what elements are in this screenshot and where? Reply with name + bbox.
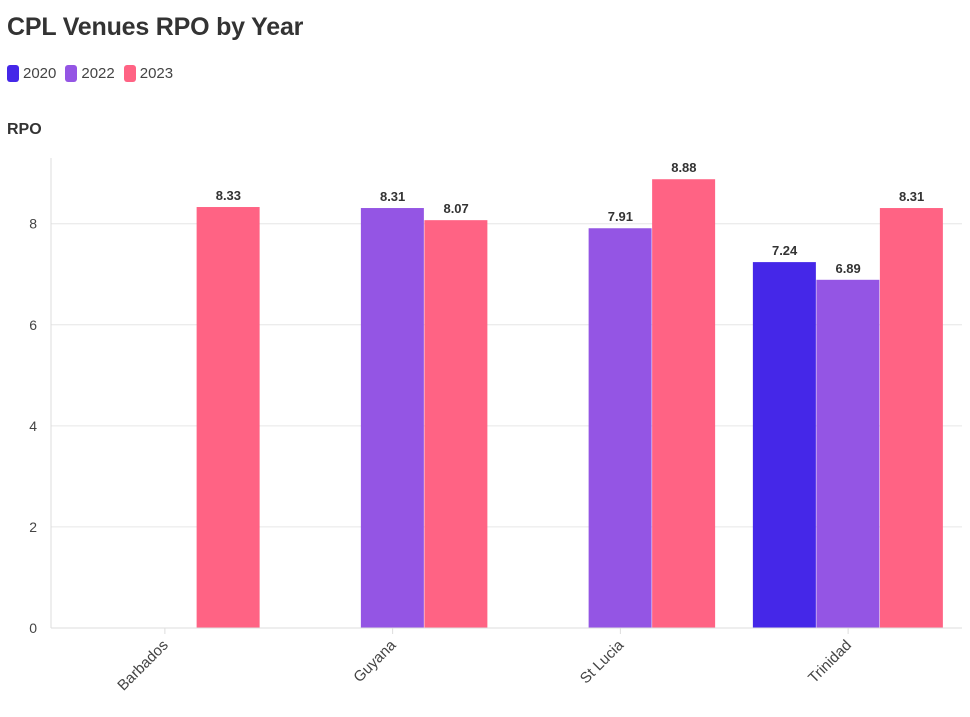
- legend: 2020 2022 2023: [7, 65, 182, 82]
- bar-2022-guyana[interactable]: [360, 208, 424, 628]
- legend-swatch-2022: [65, 65, 78, 82]
- legend-label-2020: 2020: [23, 65, 57, 82]
- legend-label-2023: 2023: [139, 65, 174, 82]
- data-label: 7.24: [772, 243, 798, 258]
- data-label: 8.88: [671, 160, 696, 175]
- bar-2022-trinidad[interactable]: [816, 279, 880, 628]
- labels-layer: 8.33 8.31 8.07 7.91 8.88 7.24 6.89 8.31: [216, 160, 925, 276]
- legend-swatch-2023: [123, 65, 136, 82]
- y-tick-label: 6: [29, 317, 37, 333]
- y-tick-label: 0: [29, 620, 37, 636]
- data-label: 8.07: [443, 201, 468, 216]
- bar-2023-st-lucia[interactable]: [652, 179, 716, 628]
- bar-2022-st-lucia[interactable]: [588, 228, 652, 628]
- chart-title: CPL Venues RPO by Year: [7, 13, 304, 41]
- x-tick-label: St Lucia: [577, 636, 628, 687]
- data-label: 8.31: [899, 189, 924, 204]
- bar-2020-trinidad[interactable]: [752, 262, 816, 628]
- data-label: 8.31: [380, 189, 405, 204]
- y-tick-label: 8: [29, 216, 37, 232]
- legend-swatch-2020: [7, 65, 19, 82]
- legend-item-2023[interactable]: 2023: [123, 65, 174, 82]
- y-axis-title: RPO: [7, 121, 42, 138]
- legend-item-2022[interactable]: 2022: [65, 65, 115, 82]
- legend-label-2022: 2022: [81, 65, 115, 82]
- bar-2023-barbados[interactable]: [196, 207, 260, 629]
- bar-2023-guyana[interactable]: [424, 220, 488, 628]
- bar-2023-trinidad[interactable]: [879, 208, 943, 628]
- x-tick-label: Guyana: [350, 636, 400, 686]
- y-tick-label: 4: [29, 418, 37, 434]
- legend-item-2020[interactable]: 2020: [7, 65, 56, 82]
- x-tick-label: Trinidad: [805, 637, 855, 687]
- data-label: 7.91: [608, 209, 633, 224]
- x-tick-label: Barbados: [114, 637, 171, 694]
- data-label: 6.89: [835, 261, 860, 276]
- y-tick-label: 2: [29, 519, 37, 535]
- bars-layer: [196, 179, 943, 629]
- data-label: 8.33: [216, 188, 241, 203]
